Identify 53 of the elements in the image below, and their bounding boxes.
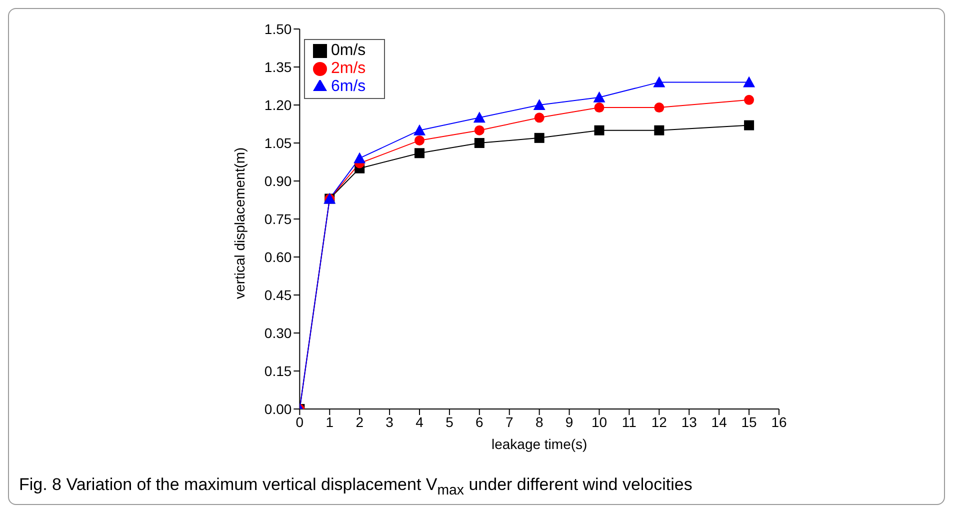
y-tick-label: 1.50 bbox=[264, 20, 292, 37]
x-tick-label: 9 bbox=[565, 414, 574, 430]
x-tick-label: 10 bbox=[591, 414, 608, 430]
y-tick-label: 0.30 bbox=[264, 324, 292, 341]
y-tick-label: 1.05 bbox=[264, 134, 292, 151]
x-tick-label: 14 bbox=[711, 414, 728, 430]
x-tick-label: 15 bbox=[741, 414, 758, 430]
point bbox=[593, 91, 606, 102]
legend-label: 6m/s bbox=[331, 78, 366, 95]
x-tick-label: 5 bbox=[446, 414, 454, 430]
x-tick-label: 3 bbox=[386, 414, 394, 430]
y-axis-title: vertical displacement(m) bbox=[232, 147, 248, 299]
point bbox=[354, 152, 366, 164]
point bbox=[414, 135, 425, 146]
x-tick-label: 4 bbox=[416, 414, 424, 430]
x-tick-label: 12 bbox=[651, 414, 668, 430]
x-tick-label: 13 bbox=[681, 414, 698, 430]
point bbox=[594, 102, 604, 113]
x-tick-label: 8 bbox=[535, 414, 544, 430]
y-tick-label: 0.90 bbox=[264, 172, 292, 189]
point bbox=[743, 76, 756, 88]
x-tick-label: 16 bbox=[771, 414, 787, 430]
x-tick-label: 11 bbox=[622, 414, 637, 430]
point bbox=[653, 76, 666, 88]
y-tick-label: 0.60 bbox=[264, 248, 292, 265]
y-tick-label: 1.20 bbox=[264, 96, 292, 113]
x-tick-label: 6 bbox=[476, 414, 484, 430]
x-axis-title: leakage time(s) bbox=[491, 436, 588, 452]
x-tick-label: 1 bbox=[326, 414, 334, 430]
y-tick-label: 1.35 bbox=[264, 58, 292, 75]
point bbox=[414, 124, 426, 136]
y-tick-label: 0.00 bbox=[264, 400, 292, 417]
y-tick-label: 0.15 bbox=[264, 362, 292, 379]
x-tick-label: 0 bbox=[296, 414, 304, 430]
point bbox=[474, 138, 484, 148]
text: Fig. 8 Variation of the maximum vertical displacement V$_{max}$ under different wind velocities bbox=[19, 474, 692, 498]
point bbox=[534, 132, 544, 143]
point bbox=[473, 112, 486, 123]
point bbox=[654, 125, 664, 136]
legend-label: 0m/s bbox=[331, 42, 366, 59]
point bbox=[654, 102, 664, 113]
point bbox=[414, 148, 425, 158]
point bbox=[533, 99, 546, 110]
x-tick-label: 7 bbox=[505, 414, 514, 430]
point bbox=[534, 112, 544, 123]
point bbox=[744, 94, 754, 105]
y-tick-label: 0.75 bbox=[264, 210, 292, 227]
legend-label: 2m/s bbox=[331, 60, 366, 77]
point bbox=[474, 125, 484, 136]
point bbox=[594, 125, 604, 136]
x-tick-label: 2 bbox=[356, 414, 364, 430]
y-tick-label: 0.45 bbox=[264, 286, 292, 303]
point bbox=[744, 120, 754, 130]
